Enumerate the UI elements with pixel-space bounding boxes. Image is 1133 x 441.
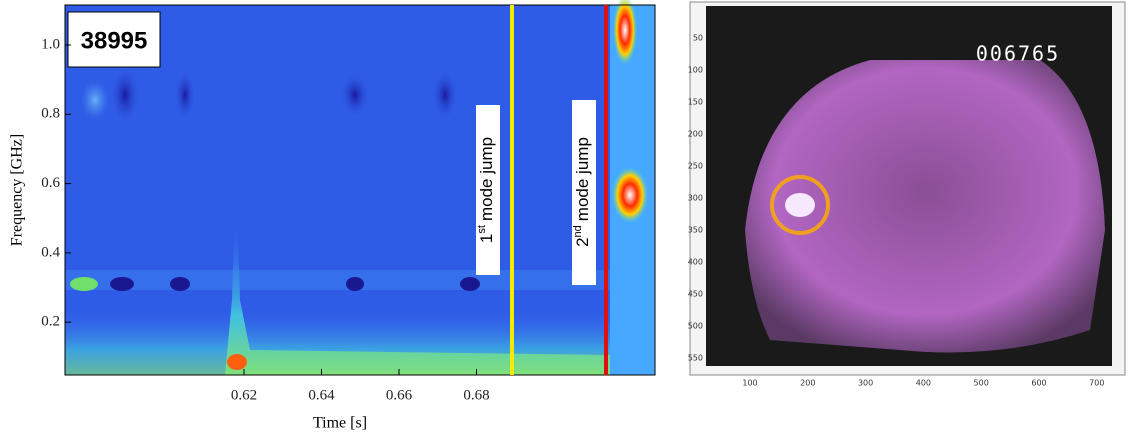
image-x-tick-label: 400 bbox=[916, 379, 931, 388]
image-y-tick-label: 150 bbox=[688, 98, 703, 107]
annotation: 1st mode jump bbox=[476, 137, 497, 243]
spectrogram: 38995 bbox=[64, 0, 656, 376]
image-x-tick-label: 600 bbox=[1031, 379, 1046, 388]
frame-counter: 006765 bbox=[976, 42, 1060, 66]
x-tick-label: 0.64 bbox=[308, 387, 335, 403]
image-y-tick-label: 300 bbox=[688, 194, 703, 203]
y-tick-label: 0.8 bbox=[41, 106, 60, 122]
y-tick-label: 0.4 bbox=[41, 244, 60, 260]
image-x-tick-label: 700 bbox=[1089, 379, 1104, 388]
shot-label: 38995 bbox=[81, 27, 148, 54]
shot-box bbox=[67, 11, 161, 68]
camera-image: 006765 bbox=[689, 1, 1126, 376]
image-y-tick-label: 100 bbox=[688, 66, 703, 75]
image-x-tick-label: 500 bbox=[974, 379, 989, 388]
image-y-tick-label: 350 bbox=[688, 226, 703, 235]
annotation-suffix: nd bbox=[572, 225, 584, 237]
annotation-text: mode jump bbox=[477, 137, 496, 221]
annotation-box bbox=[572, 100, 596, 285]
image-y-tick-label: 500 bbox=[688, 322, 703, 331]
x-tick-label: 0.68 bbox=[463, 387, 489, 403]
y-tick-label: 0.2 bbox=[41, 314, 60, 330]
image-y-tick-label: 450 bbox=[688, 290, 703, 299]
image-x-tick-label: 100 bbox=[742, 379, 757, 388]
image-x-tick-label: 300 bbox=[858, 379, 873, 388]
x-tick-label: 0.66 bbox=[386, 387, 413, 403]
image-y-tick-label: 250 bbox=[688, 162, 703, 171]
image-y-tick-label: 50 bbox=[693, 34, 703, 43]
annotation: 2nd mode jump bbox=[572, 137, 593, 247]
annotation-ordinal: 2 bbox=[573, 237, 592, 246]
image-y-tick-label: 550 bbox=[688, 354, 703, 363]
annotation-text: mode jump bbox=[573, 137, 592, 221]
y-tick-label: 1.0 bbox=[41, 36, 60, 52]
image-y-tick-label: 200 bbox=[688, 130, 703, 139]
y-tick-label: 0.6 bbox=[41, 175, 60, 191]
image-y-tick-label: 400 bbox=[688, 258, 703, 267]
annotation-suffix: st bbox=[476, 225, 488, 234]
highlight-circle bbox=[770, 175, 830, 235]
annotation-box bbox=[476, 105, 500, 275]
x-tick-label: 0.62 bbox=[231, 387, 257, 403]
annotation-ordinal: 1 bbox=[477, 234, 496, 243]
x-label: Time [s] bbox=[313, 415, 367, 432]
y-label: Frequency [GHz] bbox=[9, 134, 26, 246]
image-x-tick-label: 200 bbox=[800, 379, 815, 388]
